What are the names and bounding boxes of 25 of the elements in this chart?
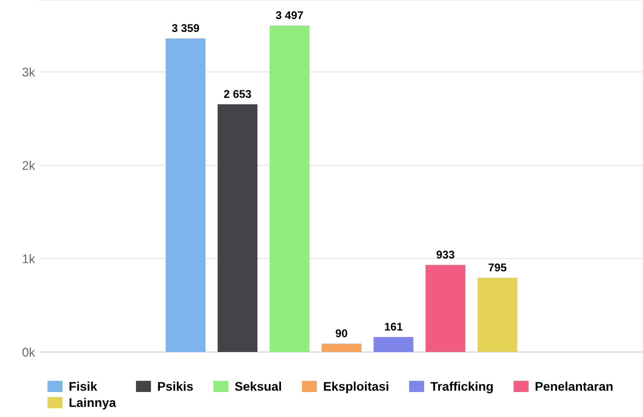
- legend-label: Eksploitasi: [324, 382, 388, 394]
- legend-label: Penelantaran: [536, 382, 613, 391]
- y-tick-label: 1k: [22, 254, 36, 264]
- legend-label: Trafficking: [430, 382, 493, 394]
- data-label: 3 497: [276, 11, 303, 20]
- data-label: 795: [488, 264, 506, 272]
- data-label: 933: [436, 250, 454, 259]
- data-label: 90: [336, 329, 348, 338]
- legend-label: Psikis: [158, 382, 193, 391]
- legend-label: Fisik: [70, 382, 98, 391]
- legend-label: Seksual: [234, 382, 281, 391]
- bar: [166, 38, 206, 352]
- bar: [218, 104, 258, 352]
- bar: [426, 264, 466, 352]
- bar: [270, 25, 310, 352]
- y-tick-label: 0k: [22, 347, 36, 357]
- y-tick-label: 2k: [22, 160, 36, 170]
- bar: [322, 344, 362, 352]
- legend-label: Lainnya: [70, 398, 116, 410]
- data-label: 161: [384, 322, 402, 331]
- y-tick-label: 3k: [22, 67, 36, 77]
- data-label: 3 359: [172, 24, 200, 32]
- data-label: 2 653: [224, 90, 252, 98]
- bar: [478, 278, 518, 352]
- bar: [374, 336, 414, 352]
